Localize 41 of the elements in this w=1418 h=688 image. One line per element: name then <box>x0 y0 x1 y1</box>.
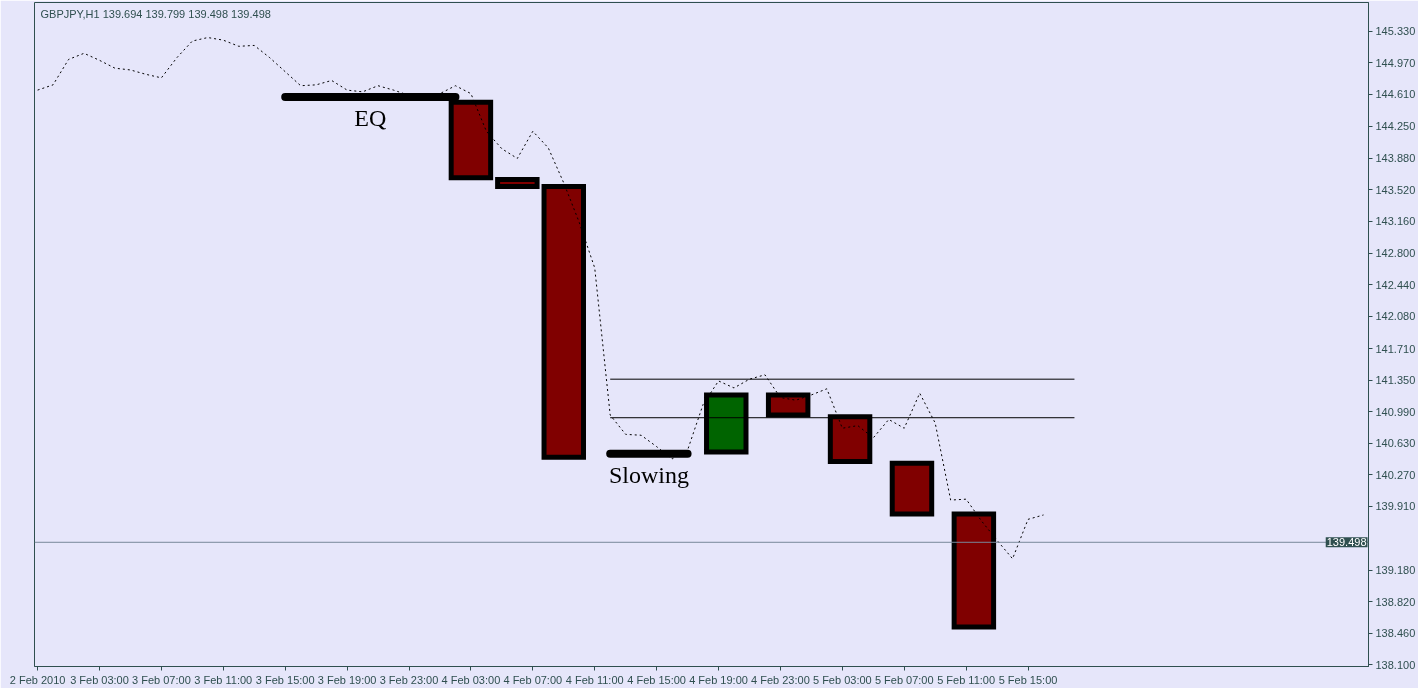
x-tick-label: 3 Feb 03:00 <box>70 673 129 686</box>
x-tick-label: 2 Feb 2010 <box>9 673 66 686</box>
x-tick-label: 4 Feb 03:00 <box>441 673 501 686</box>
y-tick-label: 138.100 <box>1375 658 1416 671</box>
y-tick-label: 142.440 <box>1375 278 1416 291</box>
x-tick-label: 3 Feb 11:00 <box>194 673 253 686</box>
y-tick-label: 141.350 <box>1375 374 1416 387</box>
y-tick-label: 141.710 <box>1375 342 1416 355</box>
y-tick-label: 138.460 <box>1375 627 1416 640</box>
y-tick-label: 144.970 <box>1375 56 1416 69</box>
x-tick-label: 3 Feb 19:00 <box>317 673 377 686</box>
y-tick-label: 139.180 <box>1375 564 1416 577</box>
x-tick-label: 4 Feb 07:00 <box>503 673 563 686</box>
series-label: Slowing <box>608 461 689 488</box>
x-tick-label: 4 Feb 11:00 <box>565 673 624 686</box>
y-tick-label: 138.820 <box>1375 595 1416 608</box>
y-tick-label: 144.250 <box>1375 120 1416 133</box>
x-tick-label: 3 Feb 07:00 <box>132 673 191 686</box>
chart-title: GBPJPY,H1 139.694 139.799 139.498 139.498 <box>40 7 271 20</box>
x-tick-label: 4 Feb 19:00 <box>689 673 748 686</box>
x-tick-label: 3 Feb 23:00 <box>379 673 439 686</box>
x-tick-label: 5 Feb 07:00 <box>874 673 934 686</box>
series-label: EQ <box>354 105 387 132</box>
x-tick-label: 4 Feb 15:00 <box>627 673 686 686</box>
y-tick-label: 142.800 <box>1375 247 1416 260</box>
y-tick-label: 143.880 <box>1375 152 1416 165</box>
ref-line-label: 139.498 <box>1326 536 1367 549</box>
y-tick-label: 143.160 <box>1375 215 1416 228</box>
x-tick-label: 5 Feb 03:00 <box>812 673 872 686</box>
x-tick-label: 5 Feb 15:00 <box>998 673 1058 686</box>
x-tick-label: 5 Feb 11:00 <box>937 673 996 686</box>
x-tick-label: 4 Feb 23:00 <box>751 673 810 686</box>
y-tick-label: 142.080 <box>1375 310 1416 323</box>
x-tick-label: 3 Feb 15:00 <box>255 673 315 686</box>
y-tick-label: 145.330 <box>1375 25 1416 38</box>
y-tick-label: 144.610 <box>1375 88 1416 101</box>
y-tick-label: 143.520 <box>1375 183 1416 196</box>
y-tick-label: 140.270 <box>1375 468 1416 481</box>
y-tick-label: 140.630 <box>1375 437 1416 450</box>
y-tick-label: 139.910 <box>1375 500 1416 513</box>
y-tick-label: 140.990 <box>1375 405 1416 418</box>
